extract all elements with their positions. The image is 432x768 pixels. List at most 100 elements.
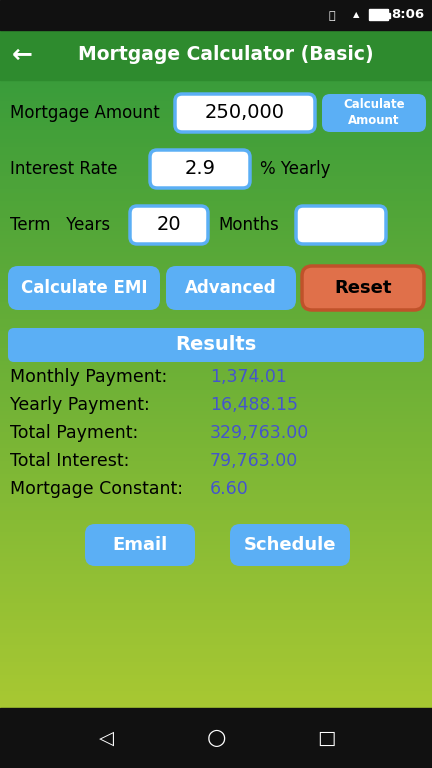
Bar xyxy=(0,386,432,390)
Bar xyxy=(0,218,432,223)
Bar xyxy=(0,633,432,637)
Bar xyxy=(0,561,432,566)
FancyBboxPatch shape xyxy=(369,9,388,21)
Text: ○: ○ xyxy=(206,728,226,748)
Bar xyxy=(0,268,432,273)
Bar xyxy=(0,353,432,357)
Bar xyxy=(0,356,432,361)
Text: 79,763.00: 79,763.00 xyxy=(210,452,298,470)
Bar xyxy=(0,570,432,574)
Bar xyxy=(0,428,432,432)
Text: Mortgage Calculator (Basic): Mortgage Calculator (Basic) xyxy=(78,45,374,65)
Text: Term   Years: Term Years xyxy=(10,216,110,234)
Bar xyxy=(0,469,432,474)
FancyBboxPatch shape xyxy=(175,94,315,132)
Bar xyxy=(0,290,432,294)
Text: Mortgage Constant:: Mortgage Constant: xyxy=(10,480,183,498)
Bar xyxy=(0,558,432,562)
Text: 2.9: 2.9 xyxy=(184,160,216,178)
Bar xyxy=(0,662,432,667)
Bar xyxy=(0,402,432,407)
Bar xyxy=(0,93,432,98)
Bar xyxy=(0,293,432,298)
Bar xyxy=(0,0,432,30)
Bar xyxy=(0,415,432,419)
Bar xyxy=(0,122,432,127)
Bar xyxy=(0,285,432,290)
Bar xyxy=(0,264,432,269)
Bar xyxy=(0,138,432,144)
Text: 16,488.15: 16,488.15 xyxy=(210,396,298,414)
Bar xyxy=(0,574,432,579)
Bar xyxy=(388,12,390,18)
Bar xyxy=(0,151,432,156)
Bar xyxy=(0,566,432,571)
Bar xyxy=(0,507,432,511)
Text: Calculate
Amount: Calculate Amount xyxy=(343,98,405,127)
Bar xyxy=(0,252,432,257)
Bar xyxy=(0,331,432,336)
Bar xyxy=(0,348,432,353)
Bar xyxy=(0,452,432,457)
Text: 329,763.00: 329,763.00 xyxy=(210,424,309,442)
Bar xyxy=(0,256,432,260)
Bar xyxy=(0,143,432,147)
Bar xyxy=(0,365,432,369)
Bar xyxy=(0,298,432,303)
Bar xyxy=(0,595,432,600)
Bar xyxy=(0,336,432,340)
Text: 6.60: 6.60 xyxy=(210,480,249,498)
Bar xyxy=(0,177,432,181)
Bar xyxy=(0,511,432,516)
Bar xyxy=(0,536,432,541)
Bar xyxy=(0,230,432,236)
Bar xyxy=(0,419,432,424)
Text: ⏰: ⏰ xyxy=(329,11,335,21)
Bar xyxy=(0,683,432,687)
FancyBboxPatch shape xyxy=(8,328,424,362)
Bar xyxy=(0,134,432,139)
Bar xyxy=(0,498,432,503)
Bar xyxy=(0,449,432,453)
Bar xyxy=(0,223,432,227)
Bar xyxy=(0,344,432,349)
Bar xyxy=(0,214,432,219)
Bar xyxy=(0,599,432,604)
Bar xyxy=(0,549,432,554)
Bar xyxy=(0,628,432,633)
Bar xyxy=(0,193,432,197)
Text: Total Payment:: Total Payment: xyxy=(10,424,138,442)
Bar xyxy=(0,101,432,106)
Bar xyxy=(0,657,432,663)
Text: 8:06: 8:06 xyxy=(391,8,424,22)
Bar xyxy=(0,478,432,482)
Bar xyxy=(0,582,432,587)
Bar xyxy=(0,180,432,185)
FancyBboxPatch shape xyxy=(130,206,208,244)
Bar xyxy=(0,611,432,617)
Bar xyxy=(0,654,432,658)
Text: Total Interest:: Total Interest: xyxy=(10,452,129,470)
Text: Yearly Payment:: Yearly Payment: xyxy=(10,396,150,414)
Bar xyxy=(0,168,432,173)
Bar xyxy=(0,243,432,248)
Text: ◁: ◁ xyxy=(98,729,114,747)
Bar xyxy=(0,444,432,449)
Bar xyxy=(0,105,432,110)
Text: Reset: Reset xyxy=(334,279,392,297)
Bar xyxy=(0,465,432,470)
Bar xyxy=(0,189,432,194)
Bar xyxy=(0,80,432,84)
Bar xyxy=(0,160,432,164)
Bar xyxy=(0,390,432,395)
Text: Email: Email xyxy=(112,536,168,554)
Text: Schedule: Schedule xyxy=(244,536,336,554)
Bar xyxy=(0,131,432,135)
FancyBboxPatch shape xyxy=(150,150,250,188)
FancyBboxPatch shape xyxy=(230,524,350,566)
Bar xyxy=(0,687,432,692)
Bar xyxy=(0,515,432,520)
Text: Calculate EMI: Calculate EMI xyxy=(21,279,147,297)
Bar xyxy=(0,700,432,704)
Bar xyxy=(0,310,432,315)
